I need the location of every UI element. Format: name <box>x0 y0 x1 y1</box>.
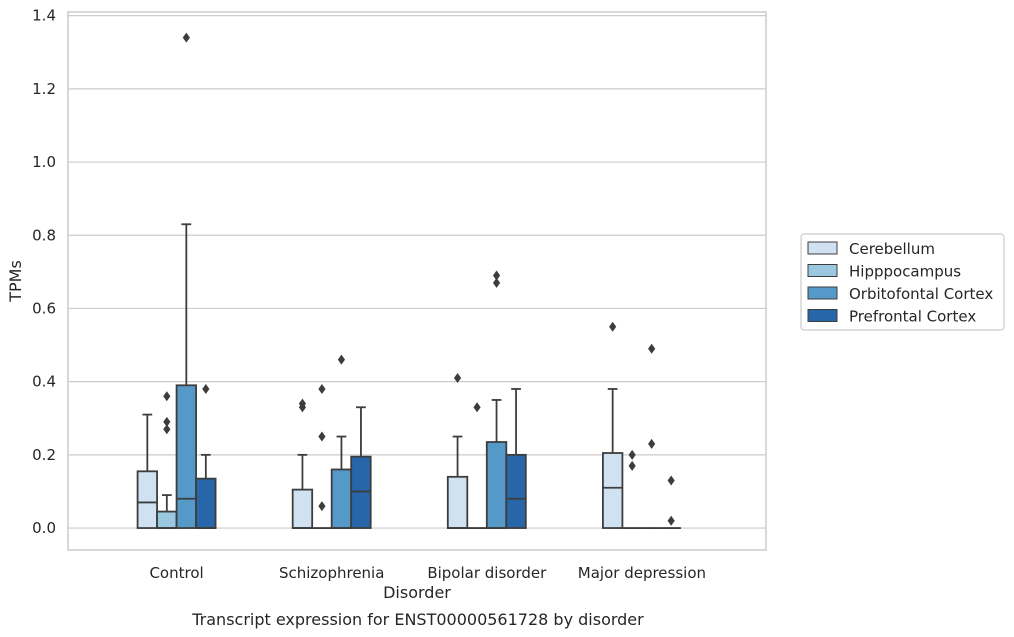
y-tick-label: 1.4 <box>32 7 56 25</box>
box <box>485 441 508 529</box>
outlier-point <box>667 475 675 486</box>
box-cerebellum <box>446 372 469 529</box>
box <box>602 452 624 529</box>
legend-swatch <box>807 286 838 300</box>
box-orbitofontal-cortex <box>485 270 508 529</box>
box-cerebellum <box>136 413 158 529</box>
outlier-point <box>318 431 326 442</box>
box <box>136 470 158 529</box>
outlier-point <box>453 372 462 383</box>
outlier-point <box>648 438 656 449</box>
outlier-point <box>492 270 501 281</box>
y-tick-label: 1.0 <box>32 153 56 171</box>
legend-swatch <box>807 264 838 277</box>
box-orbitofontal-cortex <box>175 32 197 529</box>
x-tick-label: Major depression <box>578 564 706 582</box>
y-tick-label: 0.8 <box>32 226 56 244</box>
x-tick-label: Schizophrenia <box>279 564 384 582</box>
legend-swatch <box>807 309 838 322</box>
box-hipppocampus <box>156 391 178 529</box>
y-tick-label: 1.2 <box>32 80 56 98</box>
chart-caption: Transcript expression for ENST0000056172… <box>191 610 644 629</box>
box-prefrontal-cortex <box>661 475 681 529</box>
legend: Cerebellum Hipppocampus Orbitofontal Corte… <box>800 233 1005 331</box>
y-tick-label: 0.4 <box>32 373 56 391</box>
outlier-point <box>202 383 210 394</box>
box <box>350 455 372 529</box>
outlier-point <box>318 501 326 512</box>
box-hipppocampus <box>312 383 332 529</box>
box <box>330 468 353 529</box>
box-prefrontal-cortex <box>505 388 527 529</box>
outlier-point <box>337 354 346 365</box>
outlier-point <box>298 398 307 409</box>
box-cerebellum <box>602 321 624 529</box>
legend-label: Cerebellum <box>849 240 935 258</box>
outlier-point <box>492 277 501 288</box>
x-axis-label: Disorder <box>383 583 451 602</box>
box <box>156 510 178 529</box>
box <box>446 475 469 529</box>
boxes <box>136 32 681 529</box>
y-axis-label: TPMs <box>6 260 25 303</box>
outlier-point <box>318 383 326 394</box>
box-orbitofontal-cortex <box>330 354 353 529</box>
box <box>175 384 197 529</box>
box-hipppocampus <box>467 402 487 529</box>
outlier-point <box>609 321 617 332</box>
outlier-point <box>163 424 171 435</box>
y-tick-label: 0.6 <box>32 299 56 317</box>
box-hipppocampus <box>622 449 642 529</box>
legend-label: Prefrontal Cortex <box>849 308 976 326</box>
outlier-point <box>648 343 656 354</box>
box-orbitofontal-cortex <box>641 343 662 529</box>
x-tick-label: Bipolar disorder <box>427 564 547 582</box>
legend-label: Hipppocampus <box>849 263 961 281</box>
legend-swatch <box>807 241 838 255</box>
x-tick-label: Control <box>149 564 203 582</box>
plot-area-frame <box>67 11 767 551</box>
gridlines <box>68 15 766 529</box>
outlier-point <box>628 460 636 471</box>
box <box>195 477 217 529</box>
outlier-point <box>182 32 190 43</box>
x-axis-ticks: Control Schizophrenia Bipolar disorder Majo… <box>149 564 706 582</box>
y-axis-ticks: 0.0 0.2 0.4 0.6 0.8 1.0 1.2 1.4 <box>32 7 56 537</box>
legend-frame <box>800 233 1005 331</box>
box <box>505 453 527 529</box>
outlier-point <box>473 402 481 413</box>
outlier-point <box>628 449 636 460</box>
outlier-point <box>163 391 171 402</box>
box-prefrontal-cortex <box>195 383 217 529</box>
outlier-point <box>163 416 171 427</box>
y-tick-label: 0.0 <box>32 519 56 537</box>
y-tick-label: 0.2 <box>32 446 56 464</box>
outlier-point <box>667 515 675 526</box>
legend-label: Orbitofontal Cortex <box>849 285 993 303</box>
box-prefrontal-cortex <box>350 406 372 529</box>
box <box>291 488 314 529</box>
box-cerebellum <box>291 398 314 529</box>
